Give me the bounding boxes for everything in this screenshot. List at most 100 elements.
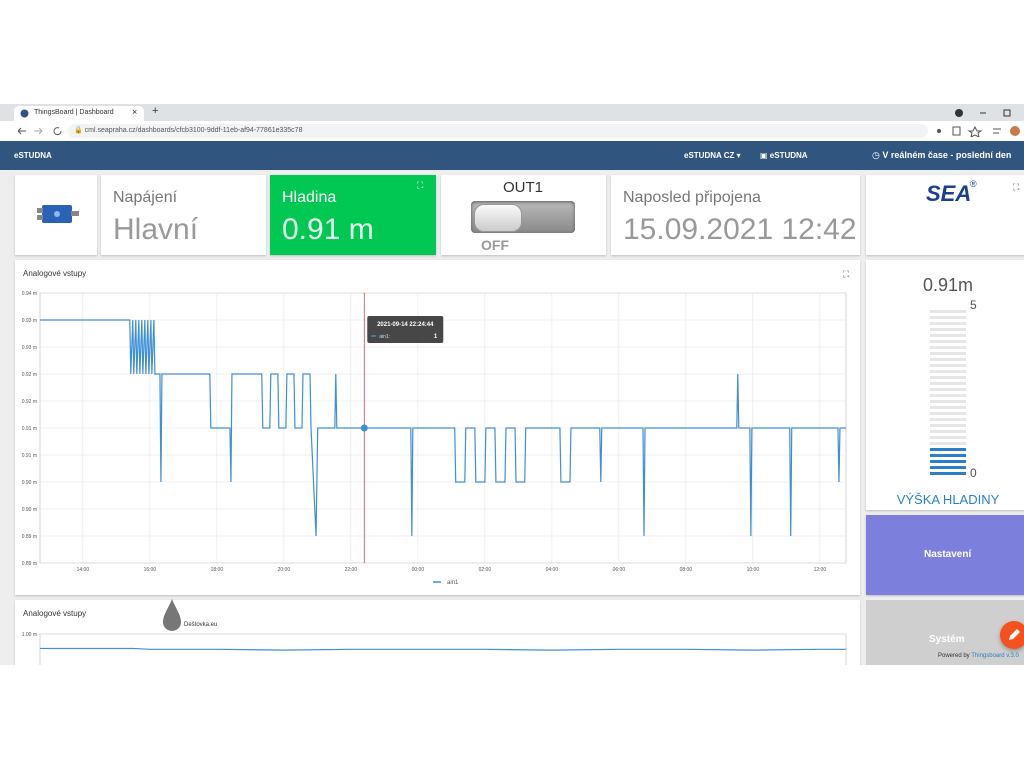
fullscreen-icon[interactable]: ⛶ [1013,182,1020,192]
nav-buttons[interactable] [16,125,66,137]
footer-link[interactable]: Thingsboard v.3.0 [971,653,1019,659]
y-tick-label: 0.89 m [22,534,37,540]
toggle[interactable] [471,201,575,233]
chart-title: Analogové vstupy [23,609,86,618]
data-line [40,647,846,651]
gauge-stripe [930,376,966,379]
favicon [20,109,29,118]
legend-label: ain1 [447,580,459,586]
x-tick-label: 06:00 [613,567,626,573]
card-value: 15.09.2021 12:42 [623,213,857,246]
app-toolbar: eSTUDNA eSTUDNA CZ ▾ ▣ eSTUDNA ◷ V reáln… [0,141,1024,170]
y-tick-label: 0.93 m [22,318,37,324]
gauge-title: VÝŠKA HLADINY [897,492,1000,507]
gauge-stripe [930,394,966,397]
gauge-stripe [930,418,966,421]
footer-prefix: Powered by [938,653,970,659]
last-seen-card: Naposled připojena 15.09.2021 12:42 [611,175,860,255]
button-label: Systém [929,634,965,645]
x-tick-label: 16:00 [144,567,157,573]
gauge-stripe [930,430,966,433]
gauge-stripe [930,406,966,409]
gauge-stripe [930,442,966,445]
gauge: 0.91m 5 0 VÝŠKA HLADINY [897,275,1000,507]
edit-fab[interactable] [1000,621,1024,649]
device-card [15,175,97,255]
logo-mark: ® [970,179,977,189]
tooltip-time: 2021-09-14 22:24:44 [377,322,434,328]
y-tick-label: 0.94 m [22,291,37,297]
device-icon [37,205,79,223]
gauge-stripe [930,310,966,313]
timewindow-label: V reálném čase - poslední den [882,150,1012,160]
url-field[interactable]: 🔒 cml.seapraha.cz/dashboards/cfcb3100-9d… [68,124,928,138]
logo-text: SEA [926,181,972,206]
fullscreen-icon[interactable]: ⛶ [417,180,424,190]
y-tick-label: 0.91 m [22,453,37,459]
drop-icon [163,599,181,631]
y-tick-label: 0.90 m [22,507,37,513]
out1-card: OUT1 OFF [441,175,606,255]
system-button[interactable]: Systém [866,600,1024,665]
tooltip [367,316,444,343]
x-tick-label: 22:00 [345,567,358,573]
gauge-stripe [930,352,966,355]
gauge-stripe [930,322,966,325]
chart-title: Analogové vstupy [23,269,86,278]
data-line [40,319,846,537]
y-tick-label: 1.00 m [22,632,37,638]
x-tick-label: 12:00 [814,567,827,573]
dashboard-link[interactable]: ▣ eSTUDNA [760,151,808,160]
toggle-state: OFF [481,237,509,253]
browser-icons [937,125,1020,137]
url: cml.seapraha.cz/dashboards/cfcb3100-9ddf… [84,127,303,134]
gauge-stripe [930,346,966,349]
gauge-stripe [930,454,966,457]
address-bar: 🔒 cml.seapraha.cz/dashboards/cfcb3100-9d… [0,121,1024,142]
gauge-stripe [930,466,966,469]
y-tick-label: 0.93 m [22,345,37,351]
gauge-max: 5 [970,298,977,312]
new-tab[interactable]: + [152,105,159,117]
edit-icon [1009,629,1020,640]
gauge-fill [930,444,966,475]
gauge-stripe [930,472,966,475]
watermark: Deštovka.eu [160,597,230,637]
watermark-text: Deštovka.eu [184,622,218,628]
tab-bar: ThingsBoard | Dashboard × + [0,104,1024,121]
tab[interactable]: ThingsBoard | Dashboard × [14,106,144,121]
tooltip-value: 1 [434,334,438,340]
logo-card: SEA ® ⛶ [866,175,1024,255]
gauge-stripe [930,340,966,343]
screenshot: ThingsBoard | Dashboard × + 🔒 cml.seapra… [0,104,1024,665]
hover-point [360,424,368,432]
chart-card: Analogové vstupy 1.00 m [15,600,860,665]
tab-close[interactable]: × [132,107,138,117]
gauge-stripe [930,444,966,445]
card-label: Hladina [282,189,337,206]
y-tick-label: 0.90 m [22,480,37,486]
toggle-knob [474,204,522,232]
power-card: Napájení Hlavní [101,175,266,255]
gauge-stripe [930,424,966,427]
gauge-stripe [930,382,966,385]
gauge-stripe [930,316,966,319]
gauge-stripe [930,364,966,367]
timewindow[interactable]: ◷ V reálném čase - poslední den [872,150,1012,160]
card-value: Hlavní [113,213,199,246]
gauge-stripe [930,370,966,373]
x-tick-label: 14:00 [77,567,90,573]
x-tick-label: 04:00 [546,567,559,573]
fullscreen-icon[interactable]: ⛶ [842,269,850,279]
x-tick-label: 20:00 [278,567,291,573]
gauge-stripe [930,460,966,463]
dashboard-select-label: eSTUDNA CZ [684,151,735,160]
y-tick-label: 0.92 m [22,372,37,378]
x-tick-label: 10:00 [747,567,760,573]
y-tick-label: 0.92 m [22,399,37,405]
chart-card: Analogové vstupy ⛶ 0.94 m 0.93 m 0.93 m 0.9… [15,260,860,595]
dashboard-select[interactable]: eSTUDNA CZ ▾ [684,151,741,160]
settings-button[interactable]: Nastavení [866,515,1024,595]
button-label: Nastavení [924,549,972,560]
